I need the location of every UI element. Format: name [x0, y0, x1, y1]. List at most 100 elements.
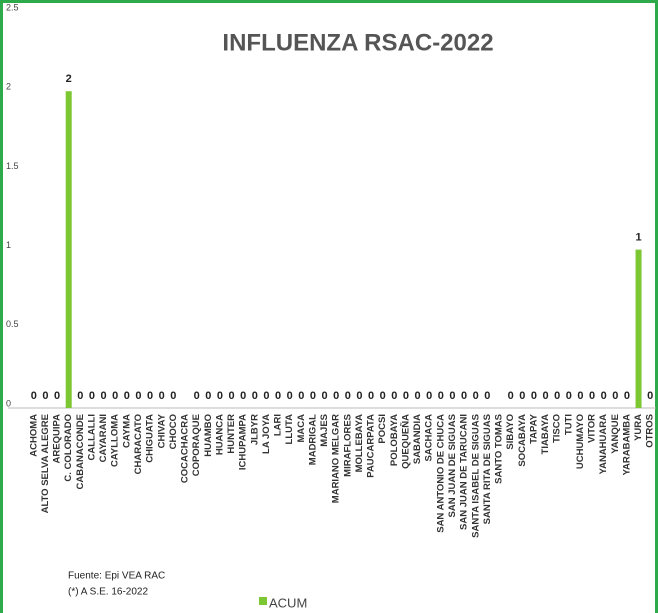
data-label: 0	[252, 390, 258, 402]
legend-swatch	[259, 597, 267, 605]
x-tick-label: LA JOYA	[261, 414, 272, 454]
data-label: 0	[228, 390, 234, 402]
x-tick-label: LLUTA	[284, 414, 295, 445]
data-label: 0	[647, 390, 653, 402]
x-tick-label: SOCABAYA	[517, 414, 528, 467]
x-tick-label: YURA	[633, 414, 644, 441]
x-tick-label: CHIVAY	[156, 413, 167, 448]
data-label: 0	[589, 390, 595, 402]
data-label: 0	[415, 390, 421, 402]
data-label: 0	[426, 390, 432, 402]
data-label: 0	[438, 390, 444, 402]
x-tick-label: VITOR	[587, 414, 598, 443]
x-tick-label: SACHACA	[424, 414, 435, 462]
y-tick-label: 2.5	[6, 2, 19, 12]
x-tick-label: POLOBAYA	[389, 414, 400, 466]
data-label: 0	[217, 390, 223, 402]
y-tick-label: 1	[6, 240, 11, 250]
x-tick-label: ALTO SELVA ALEGRE	[40, 414, 51, 513]
y-tick-label: 0	[6, 398, 11, 408]
x-tick-label: HUAMBO	[203, 414, 214, 457]
data-label: 0	[356, 390, 362, 402]
data-label: 0	[170, 390, 176, 402]
x-tick-label: ICHUPAMPA	[238, 414, 249, 470]
x-tick-label: HUNTER	[226, 414, 237, 454]
data-label: 0	[54, 390, 60, 402]
data-label: 0	[577, 390, 583, 402]
data-label: 0	[508, 390, 514, 402]
data-label: 0	[484, 390, 490, 402]
data-label: 0	[275, 390, 281, 402]
x-tick-label: COPORAQUE	[191, 414, 202, 476]
data-label: 0	[159, 390, 165, 402]
data-label: 0	[135, 390, 141, 402]
x-tick-label: MARIANO MELGAR	[331, 414, 342, 503]
data-label: 0	[519, 390, 525, 402]
data-label: 0	[31, 390, 37, 402]
data-label: 0	[147, 390, 153, 402]
x-tick-label: TAPAY	[528, 413, 539, 444]
x-tick-label: YANQUE	[610, 414, 621, 454]
data-label: 0	[566, 390, 572, 402]
x-tick-label: SANTA RITA DE SIGUAS	[482, 414, 493, 524]
x-tick-label: SAN JUAN DE TARUCANI	[459, 414, 470, 530]
data-label: 0	[461, 390, 467, 402]
data-label: 0	[101, 390, 107, 402]
data-label: 0	[403, 390, 409, 402]
x-tick-label: MAJES	[319, 414, 330, 447]
x-tick-label: UCHUMAYO	[575, 414, 586, 469]
data-label: 0	[391, 390, 397, 402]
source-note: Fuente: Epi VEA RAC	[68, 571, 165, 582]
x-tick-label: C. COLORADO	[63, 414, 74, 482]
x-tick-label: CHOCO	[168, 414, 179, 449]
data-label: 0	[449, 390, 455, 402]
x-tick-label: CAYLLOMA	[110, 414, 121, 467]
x-tick-label: CHARACATO	[133, 414, 144, 474]
x-tick-label: SANTO TOMAS	[494, 414, 505, 484]
data-label: 0	[205, 390, 211, 402]
x-tick-label: CALLALLI	[86, 414, 97, 460]
x-tick-label: MACA	[296, 414, 307, 443]
data-label: 0	[333, 390, 339, 402]
data-label: 0	[77, 390, 83, 402]
data-label: 0	[310, 390, 316, 402]
x-tick-label: TUTI	[563, 414, 574, 435]
x-tick-label: CABANACONDE	[75, 414, 86, 489]
data-label: 0	[554, 390, 560, 402]
data-label: 0	[89, 390, 95, 402]
x-tick-label: CAYMA	[121, 414, 132, 448]
y-tick-label: 0.5	[6, 319, 19, 329]
data-label: 0	[112, 390, 118, 402]
x-tick-label: AREQUIPA	[52, 414, 63, 464]
data-label: 1	[635, 232, 641, 244]
x-tick-label: TISCO	[552, 414, 563, 443]
data-label: 0	[368, 390, 374, 402]
x-tick-label: SAN ANTONIO DE CHUCA	[435, 414, 446, 533]
footnote: (*) A S.E. 16-2022	[68, 587, 148, 598]
data-label: 0	[321, 390, 327, 402]
x-tick-label: SANTA ISABEL DE SIGUAS	[470, 414, 481, 538]
data-label: 0	[531, 390, 537, 402]
x-tick-label: SABANDIA	[412, 414, 423, 464]
data-label: 0	[345, 390, 351, 402]
x-tick-label: ACHOMA	[28, 414, 39, 457]
x-tick-label: PAUCARPATA	[366, 414, 377, 478]
x-tick-label: MOLLEBAYA	[354, 414, 365, 473]
data-label: 0	[124, 390, 130, 402]
x-tick-label: CAYARANI	[98, 414, 109, 462]
bar	[635, 249, 642, 408]
data-label: 0	[287, 390, 293, 402]
data-label: 0	[542, 390, 548, 402]
data-label: 0	[42, 390, 48, 402]
y-tick-label: 1.5	[6, 161, 19, 171]
data-label: 0	[298, 390, 304, 402]
x-tick-label: MIRAFLORES	[342, 414, 353, 477]
x-tick-label: COCACHACRA	[180, 414, 191, 483]
x-tick-label: YARABAMBA	[621, 414, 632, 476]
x-tick-label: SIBAYO	[505, 414, 516, 450]
legend-label: ACUM	[269, 595, 307, 610]
x-tick-label: HUANCA	[214, 414, 225, 455]
x-tick-label: OTROS	[645, 414, 656, 448]
x-tick-label: JLBYR	[249, 414, 260, 445]
